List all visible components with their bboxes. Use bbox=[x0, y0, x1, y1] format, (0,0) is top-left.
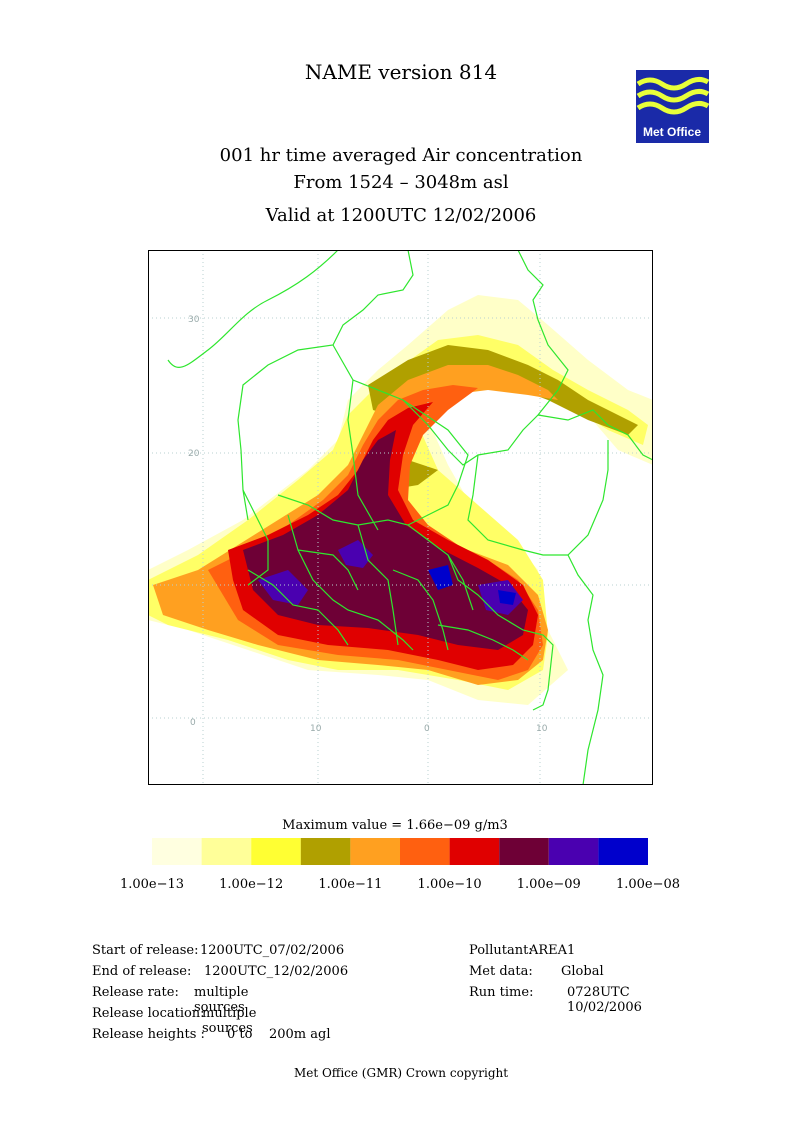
met-office-logo: Met Office bbox=[636, 70, 709, 143]
longitude-label: 10 bbox=[536, 724, 548, 734]
scale-swatch bbox=[400, 838, 450, 865]
scale-swatch bbox=[350, 838, 400, 865]
longitude-label: 0 bbox=[424, 724, 430, 734]
border-line bbox=[167, 250, 339, 368]
border-line bbox=[297, 549, 359, 591]
scale-swatch bbox=[598, 838, 648, 865]
border-line bbox=[402, 250, 569, 466]
border-line bbox=[332, 344, 469, 526]
start-value: 1200UTC_07/02/2006 bbox=[200, 943, 345, 958]
border-line bbox=[242, 489, 269, 586]
scale-level-label: 1.00e−13 bbox=[119, 877, 185, 892]
plume-contour bbox=[243, 430, 528, 650]
latitude-label: 20 bbox=[188, 449, 200, 459]
met-data: Met data: Global bbox=[469, 964, 604, 979]
border-line bbox=[347, 379, 379, 531]
end-of-release: End of release: 1200UTC_12/02/2006 bbox=[92, 964, 348, 979]
end-value: 1200UTC_12/02/2006 bbox=[204, 964, 349, 979]
rate-label: Release rate: bbox=[92, 985, 179, 1000]
maximum-value: Maximum value = 1.66e−09 g/m3 bbox=[282, 818, 508, 833]
map-gridlines bbox=[148, 250, 653, 785]
country-borders bbox=[167, 250, 653, 785]
pollutant: Pollutant: AREA1 bbox=[469, 943, 575, 958]
border-line bbox=[567, 554, 604, 785]
start-of-release: Start of release: 1200UTC_07/02/2006 bbox=[92, 943, 344, 958]
scale-swatch bbox=[449, 838, 500, 865]
border-line bbox=[287, 514, 414, 651]
scale-level-label: 1.00e−09 bbox=[516, 877, 581, 892]
plume-contour bbox=[258, 570, 308, 605]
border-line bbox=[437, 624, 529, 661]
border-line bbox=[447, 554, 554, 711]
scale-level-label: 1.00e−10 bbox=[417, 877, 482, 892]
run-value: 0728UTC 10/02/2006 bbox=[567, 985, 642, 1015]
scale-level-label: 1.00e−12 bbox=[219, 877, 284, 892]
heights-label: Release heights : bbox=[92, 1027, 205, 1042]
heights-value: 0 to 200m agl bbox=[227, 1027, 331, 1042]
met-value: Global bbox=[561, 964, 604, 979]
scale-level-label: 1.00e−08 bbox=[615, 877, 681, 892]
scale-swatch bbox=[548, 838, 599, 865]
pollutant-label: Pollutant: bbox=[469, 943, 533, 958]
plume-contour bbox=[368, 345, 638, 435]
logo-text: Met Office bbox=[643, 125, 701, 139]
longitude-label: 0 bbox=[190, 718, 196, 728]
plume-contour bbox=[428, 565, 453, 590]
page-title: NAME version 814 bbox=[304, 60, 498, 84]
concentration-map: 30 20 0 10 0 10 bbox=[148, 250, 653, 785]
release-location: Release location: multiple sources bbox=[92, 1006, 256, 1036]
valid-time: Valid at 1200UTC 12/02/2006 bbox=[265, 205, 537, 226]
map-frame bbox=[148, 250, 653, 785]
border-line bbox=[277, 494, 474, 611]
scale-swatch bbox=[201, 838, 252, 865]
border-line bbox=[237, 250, 414, 521]
location-value: multiple sources bbox=[202, 1006, 257, 1036]
release-rate: Release rate: multiple sources bbox=[92, 985, 248, 1015]
run-label: Run time: bbox=[469, 985, 534, 1000]
color-scale bbox=[152, 838, 648, 865]
scale-level-label: 1.00e−11 bbox=[318, 877, 383, 892]
pollutant-value: AREA1 bbox=[529, 943, 576, 958]
subtitle-height-range: From 1524 – 3048m asl bbox=[293, 172, 509, 193]
rate-value: multiple sources bbox=[194, 985, 249, 1015]
release-heights: Release heights : 0 to 200m agl bbox=[92, 1027, 331, 1042]
latitude-label: 30 bbox=[188, 315, 200, 325]
longitude-label: 10 bbox=[310, 724, 322, 734]
scale-swatch bbox=[300, 838, 351, 865]
border-line bbox=[467, 440, 609, 556]
scale-swatch bbox=[499, 838, 549, 865]
plume-contour bbox=[498, 590, 516, 605]
border-line bbox=[247, 569, 349, 646]
border-line bbox=[392, 569, 449, 651]
scale-swatch bbox=[152, 838, 202, 865]
end-label: End of release: bbox=[92, 964, 192, 979]
met-label: Met data: bbox=[469, 964, 533, 979]
run-time: Run time: 0728UTC 10/02/2006 bbox=[469, 985, 642, 1015]
location-label: Release location: bbox=[92, 1006, 205, 1021]
copyright-footer: Met Office (GMR) Crown copyright bbox=[293, 1066, 509, 1080]
start-label: Start of release: bbox=[92, 943, 199, 958]
border-line bbox=[537, 409, 653, 461]
border-line bbox=[357, 524, 399, 646]
subtitle-averaging: 001 hr time averaged Air concentration bbox=[219, 145, 583, 166]
scale-swatch bbox=[251, 838, 301, 865]
